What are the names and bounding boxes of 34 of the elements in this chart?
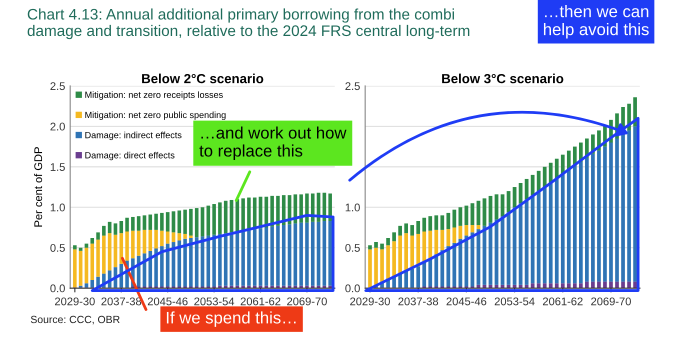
x-tick-label: 2045-46 — [148, 297, 188, 306]
x-tick-label: 2053-54 — [194, 297, 234, 306]
x-tick-label: 2061-62 — [542, 297, 583, 306]
y-tick-label: 1.0 — [346, 204, 360, 212]
source-note: Source: CCC, OBR — [30, 316, 120, 324]
caption: Chart 4.13: Annual additional primary borrowing from the combi damage and transition, relative to the 2024 FRS central long-term — [28, 8, 470, 40]
y-tick-label: 1.5 — [50, 163, 65, 171]
legend-label: Damage: direct effects — [85, 152, 174, 160]
chart-title: Below 3°C scenario — [442, 74, 564, 84]
y-tick-label: 2.5 — [50, 82, 65, 90]
annotation: …and work out how to replace this — [199, 126, 346, 160]
y-tick-label: 0.5 — [50, 244, 65, 252]
y-axis-title: Per cent of GDP — [34, 147, 42, 227]
y-tick-label: 2.0 — [50, 122, 65, 131]
y-tick-label: 0.0 — [345, 284, 360, 292]
x-tick-label: 2029-30 — [55, 297, 95, 306]
x-tick-label: 2053-54 — [494, 297, 535, 306]
x-tick-label: 2069-70 — [591, 297, 631, 306]
chart-title: Below 2°C scenario — [142, 74, 264, 84]
y-tick-label: 1.0 — [50, 204, 65, 212]
x-tick-label: 2029-30 — [350, 297, 390, 306]
annotation: If we spend this… — [166, 311, 296, 327]
legend-label: Mitigation: net zero public spending — [85, 112, 226, 120]
legend-label: Damage: indirect effects — [85, 132, 182, 140]
x-tick-label: 2037-38 — [101, 297, 142, 306]
x-tick-label: 2045-46 — [446, 297, 486, 306]
y-tick-label: 2.5 — [345, 82, 360, 90]
legend-label: Mitigation: net zero receipts losses — [85, 91, 223, 100]
y-tick-label: 0.0 — [50, 284, 65, 292]
x-tick-label: 2037-38 — [398, 297, 438, 306]
x-tick-label: 2061-62 — [240, 297, 280, 306]
y-tick-label: 0.5 — [345, 244, 360, 252]
x-tick-label: 2069-70 — [287, 297, 327, 306]
text: …then we can help avoid this — [544, 5, 649, 39]
